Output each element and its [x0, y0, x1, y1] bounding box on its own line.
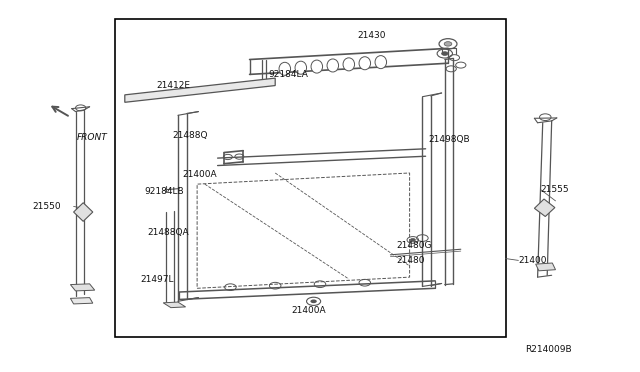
Bar: [115, 19, 506, 337]
Text: 21498QB: 21498QB: [429, 135, 470, 144]
Text: 21480G: 21480G: [397, 241, 432, 250]
Ellipse shape: [295, 61, 307, 74]
Text: 92184LB: 92184LB: [144, 187, 184, 196]
Ellipse shape: [343, 58, 355, 71]
Polygon shape: [70, 284, 95, 291]
Ellipse shape: [375, 55, 387, 69]
Text: 21488QA: 21488QA: [147, 228, 189, 237]
Text: 21400: 21400: [518, 256, 547, 265]
Polygon shape: [534, 199, 555, 217]
Polygon shape: [125, 78, 275, 102]
Polygon shape: [74, 203, 93, 221]
Ellipse shape: [311, 60, 323, 73]
Text: 21480: 21480: [397, 256, 426, 265]
Ellipse shape: [359, 57, 371, 70]
Ellipse shape: [279, 62, 291, 75]
Text: 21555: 21555: [541, 185, 570, 194]
Text: 21488Q: 21488Q: [173, 131, 208, 140]
Circle shape: [444, 42, 452, 46]
Text: 21400A: 21400A: [182, 170, 217, 179]
Text: 21412E: 21412E: [157, 81, 191, 90]
Polygon shape: [163, 302, 186, 308]
Circle shape: [310, 299, 317, 303]
Ellipse shape: [327, 59, 339, 72]
Polygon shape: [70, 298, 93, 304]
Text: 92184LA: 92184LA: [269, 70, 308, 79]
Text: 21430: 21430: [357, 31, 386, 40]
Circle shape: [410, 238, 415, 241]
Circle shape: [442, 52, 448, 55]
Text: R214009B: R214009B: [525, 345, 572, 354]
Text: FRONT: FRONT: [77, 133, 108, 142]
Polygon shape: [536, 263, 556, 271]
Text: 21497L: 21497L: [141, 275, 174, 283]
Text: 21400A: 21400A: [291, 306, 326, 315]
Text: 21550: 21550: [32, 202, 61, 211]
